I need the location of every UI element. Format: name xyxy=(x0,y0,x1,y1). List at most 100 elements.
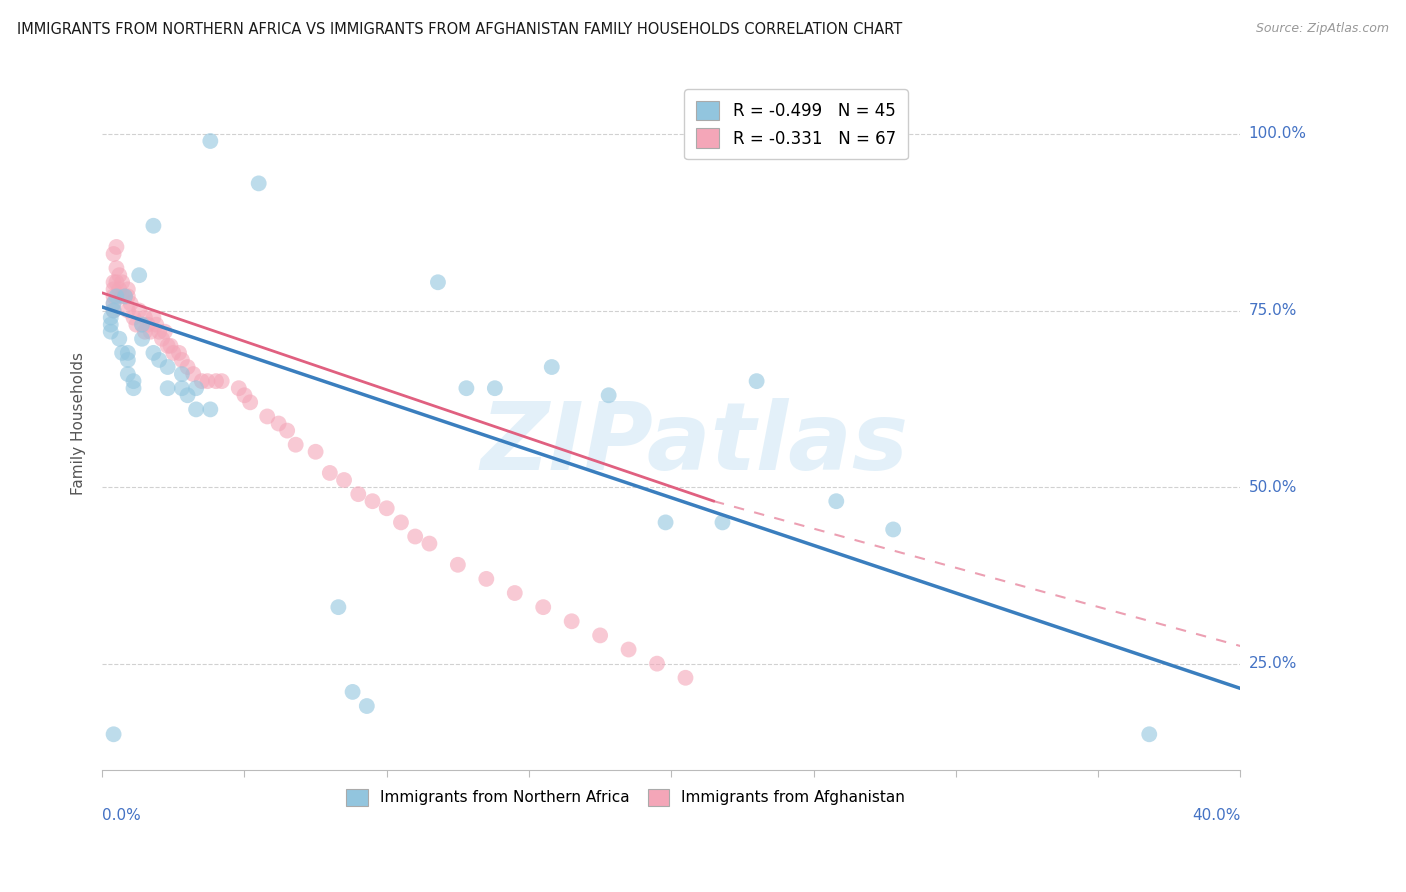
Point xyxy=(153,325,176,339)
Point xyxy=(108,282,131,296)
Point xyxy=(142,346,165,360)
Point xyxy=(105,261,128,276)
Point xyxy=(103,296,125,310)
Point xyxy=(131,318,153,332)
Point xyxy=(825,494,848,508)
Point xyxy=(108,332,131,346)
Point xyxy=(148,353,170,368)
Text: 50.0%: 50.0% xyxy=(1249,480,1296,494)
Point xyxy=(233,388,256,402)
Point xyxy=(114,289,136,303)
Point xyxy=(103,296,125,310)
Point xyxy=(598,388,620,402)
Point xyxy=(211,374,233,388)
Point xyxy=(150,332,173,346)
Point xyxy=(162,346,184,360)
Text: 25.0%: 25.0% xyxy=(1249,657,1296,671)
Point xyxy=(103,275,125,289)
Point xyxy=(156,339,179,353)
Point xyxy=(100,325,122,339)
Point xyxy=(103,303,125,318)
Point xyxy=(108,268,131,283)
Point xyxy=(418,536,440,550)
Point xyxy=(361,494,384,508)
Point xyxy=(156,359,179,374)
Point xyxy=(122,374,145,388)
Point xyxy=(128,268,150,283)
Point xyxy=(475,572,498,586)
Point xyxy=(247,177,270,191)
Point xyxy=(159,339,181,353)
Point xyxy=(117,367,139,381)
Point xyxy=(503,586,526,600)
Point xyxy=(117,346,139,360)
Point xyxy=(122,381,145,395)
Point xyxy=(447,558,470,572)
Text: Source: ZipAtlas.com: Source: ZipAtlas.com xyxy=(1256,22,1389,36)
Point xyxy=(356,699,378,714)
Point xyxy=(540,359,562,374)
Point xyxy=(645,657,668,671)
Point xyxy=(200,134,222,148)
Point xyxy=(114,289,136,303)
Point xyxy=(284,438,307,452)
Point xyxy=(176,359,198,374)
Point xyxy=(181,367,204,381)
Point xyxy=(131,332,153,346)
Point xyxy=(117,303,139,318)
Point xyxy=(654,516,676,530)
Point xyxy=(561,614,583,628)
Point xyxy=(100,310,122,325)
Point xyxy=(191,374,214,388)
Point xyxy=(131,318,153,332)
Y-axis label: Family Households: Family Households xyxy=(72,352,86,495)
Point xyxy=(328,600,350,615)
Point xyxy=(117,282,139,296)
Text: ZIPatlas: ZIPatlas xyxy=(479,399,908,491)
Point xyxy=(882,523,904,537)
Point xyxy=(304,444,326,458)
Point xyxy=(342,685,364,699)
Text: 40.0%: 40.0% xyxy=(1192,808,1240,823)
Point xyxy=(103,247,125,261)
Point xyxy=(117,353,139,368)
Point xyxy=(136,318,159,332)
Point xyxy=(170,353,193,368)
Point xyxy=(197,374,219,388)
Point xyxy=(103,289,125,303)
Point xyxy=(117,289,139,303)
Point xyxy=(1137,727,1160,741)
Point xyxy=(276,424,298,438)
Point xyxy=(745,374,768,388)
Point xyxy=(100,318,122,332)
Point xyxy=(200,402,222,417)
Point xyxy=(375,501,398,516)
Point xyxy=(103,727,125,741)
Point xyxy=(333,473,356,487)
Text: 0.0%: 0.0% xyxy=(103,808,141,823)
Point xyxy=(105,240,128,254)
Point xyxy=(111,289,134,303)
Point xyxy=(256,409,278,424)
Point xyxy=(142,219,165,233)
Point xyxy=(145,318,167,332)
Point xyxy=(125,318,148,332)
Point xyxy=(111,275,134,289)
Point xyxy=(205,374,228,388)
Point xyxy=(105,289,128,303)
Point xyxy=(239,395,262,409)
Point xyxy=(176,388,198,402)
Point xyxy=(103,303,125,318)
Point xyxy=(128,303,150,318)
Point xyxy=(456,381,478,395)
Text: IMMIGRANTS FROM NORTHERN AFRICA VS IMMIGRANTS FROM AFGHANISTAN FAMILY HOUSEHOLDS: IMMIGRANTS FROM NORTHERN AFRICA VS IMMIG… xyxy=(17,22,903,37)
Point xyxy=(389,516,412,530)
Point xyxy=(148,325,170,339)
Point xyxy=(228,381,250,395)
Point xyxy=(111,346,134,360)
Text: 100.0%: 100.0% xyxy=(1249,127,1306,142)
Point xyxy=(617,642,640,657)
Point xyxy=(170,381,193,395)
Point xyxy=(120,296,142,310)
Point xyxy=(184,402,207,417)
